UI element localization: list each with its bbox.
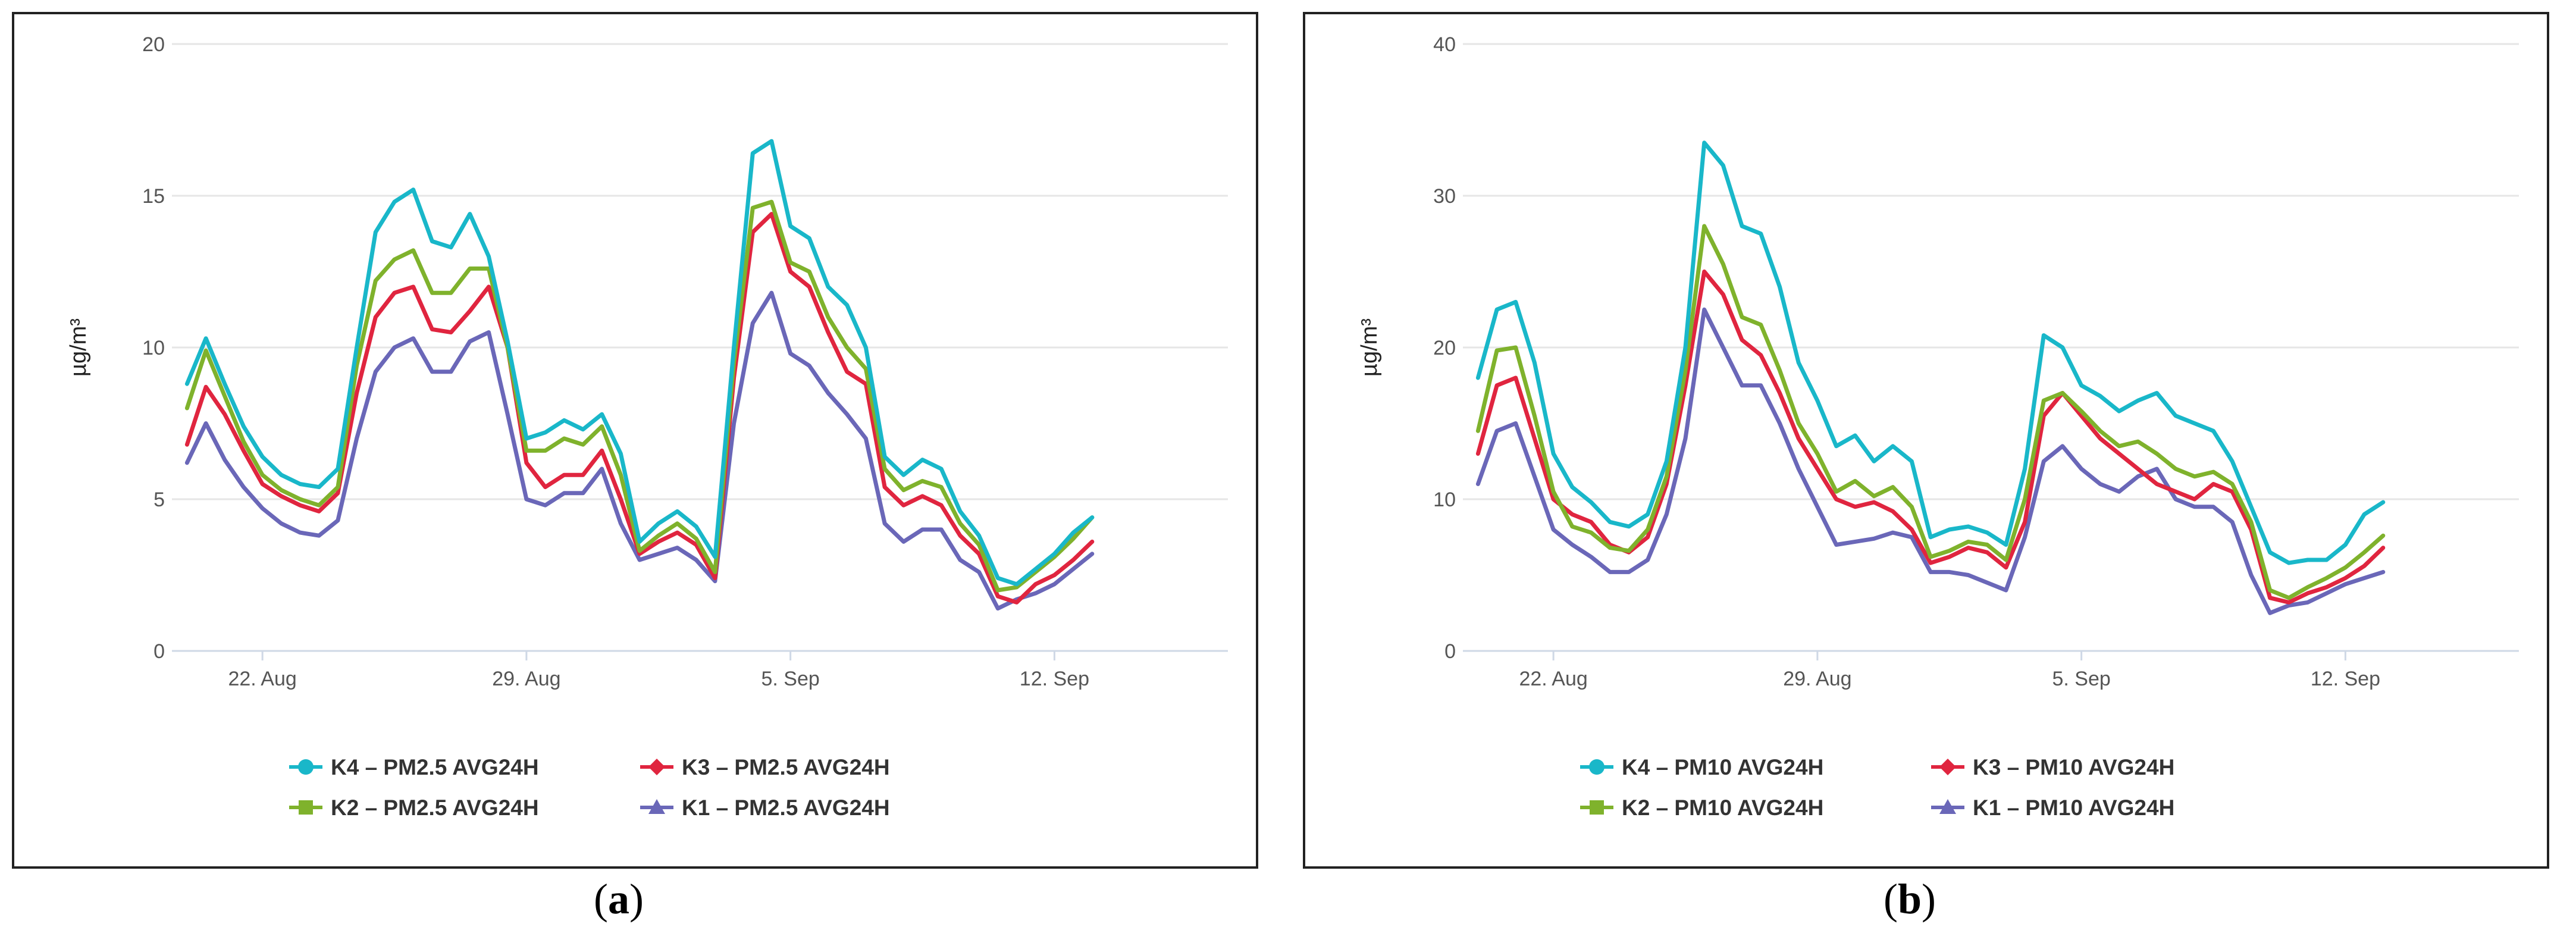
pm25-line-chart: 0 5 10 15 20 22. Aug 29. Aug 5. Sep 12. Sep µg/m³… [66,33,1228,820]
chart-a-legend-k1-marker [648,799,665,814]
caption-a-letter: a [608,875,629,923]
chart-panel-b: 0 10 20 30 40 22. Aug 29. Aug 5. Sep 12. Sep µg/m… [1303,12,2549,869]
chart-b-legend-k4-label: K4 – PM10 AVG24H [1622,755,1823,779]
chart-a-ylabel: µg/m³ [66,318,91,377]
chart-a-xtick-label-2: 5. Sep [761,668,819,690]
chart-a-legend-k3-marker [648,759,665,775]
chart-a-legend-k2-marker [299,800,313,815]
chart-a-series-k1-line [184,290,1095,611]
chart-b-ytick-label-1: 10 [1433,488,1456,511]
chart-b-legend-k2-label: K2 – PM10 AVG24H [1622,796,1823,820]
chart-b-xtick-label-0: 22. Aug [1519,668,1587,690]
chart-a-ytick-label-1: 5 [153,488,165,511]
chart-a-ytick-label-0: 0 [153,640,165,663]
chart-b-legend-k3-marker [1939,759,1956,775]
chart-a-ytick-label-3: 15 [142,185,165,208]
chart-b-ytick-label-4: 40 [1433,33,1456,56]
chart-b-legend-k2-marker [1590,800,1604,815]
chart-b-ytick-label-3: 30 [1433,185,1456,208]
chart-a-xtick-label-0: 22. Aug [228,668,296,690]
caption-a: (a) [594,875,644,923]
chart-a-legend-k3-label: K3 – PM2.5 AVG24H [682,755,890,779]
chart-b-legend-k1-marker [1939,799,1956,814]
pm10-line-chart: 0 10 20 30 40 22. Aug 29. Aug 5. Sep 12. Sep µg/m… [1357,33,2519,820]
caption-b-letter: b [1897,875,1922,923]
chart-a-ytick-label-4: 20 [142,33,165,56]
chart-b-series-k2-line [1475,224,2386,600]
chart-b-ytick-label-2: 20 [1433,337,1456,359]
chart-a-legend-k4-label: K4 – PM2.5 AVG24H [331,755,539,779]
chart-a-series-k2-line [184,199,1095,593]
chart-a-series-k4-line [184,139,1095,587]
caption-b: (b) [1883,875,1936,923]
chart-a-ytick-label-2: 10 [142,337,165,359]
chart-b-series-k4-line [1475,140,2386,565]
chart-b-xtick-label-1: 29. Aug [1783,668,1851,690]
chart-b-ylabel: µg/m³ [1357,318,1382,377]
chart-b-xtick-label-3: 12. Sep [2311,668,2380,690]
chart-b-ytick-label-0: 0 [1444,640,1456,663]
chart-a-legend-k1-label: K1 – PM2.5 AVG24H [682,796,890,820]
chart-a-legend-k4-marker [298,759,314,775]
chart-a-xtick-label-3: 12. Sep [1020,668,1089,690]
chart-b-legend-k4-marker [1589,759,1604,775]
chart-a-series-k3-line [184,212,1095,605]
chart-b-xtick-label-2: 5. Sep [2052,668,2110,690]
chart-a-legend-k2-label: K2 – PM2.5 AVG24H [331,796,539,820]
chart-panel-a: 0 5 10 15 20 22. Aug 29. Aug 5. Sep 12. Sep µg/m³… [12,12,1258,869]
chart-b-series-k1-line [1475,307,2386,615]
chart-b-legend-k1-label: K1 – PM10 AVG24H [1973,796,2174,820]
chart-b-legend-k3-label: K3 – PM10 AVG24H [1973,755,2174,779]
chart-a-xtick-label-1: 29. Aug [492,668,560,690]
